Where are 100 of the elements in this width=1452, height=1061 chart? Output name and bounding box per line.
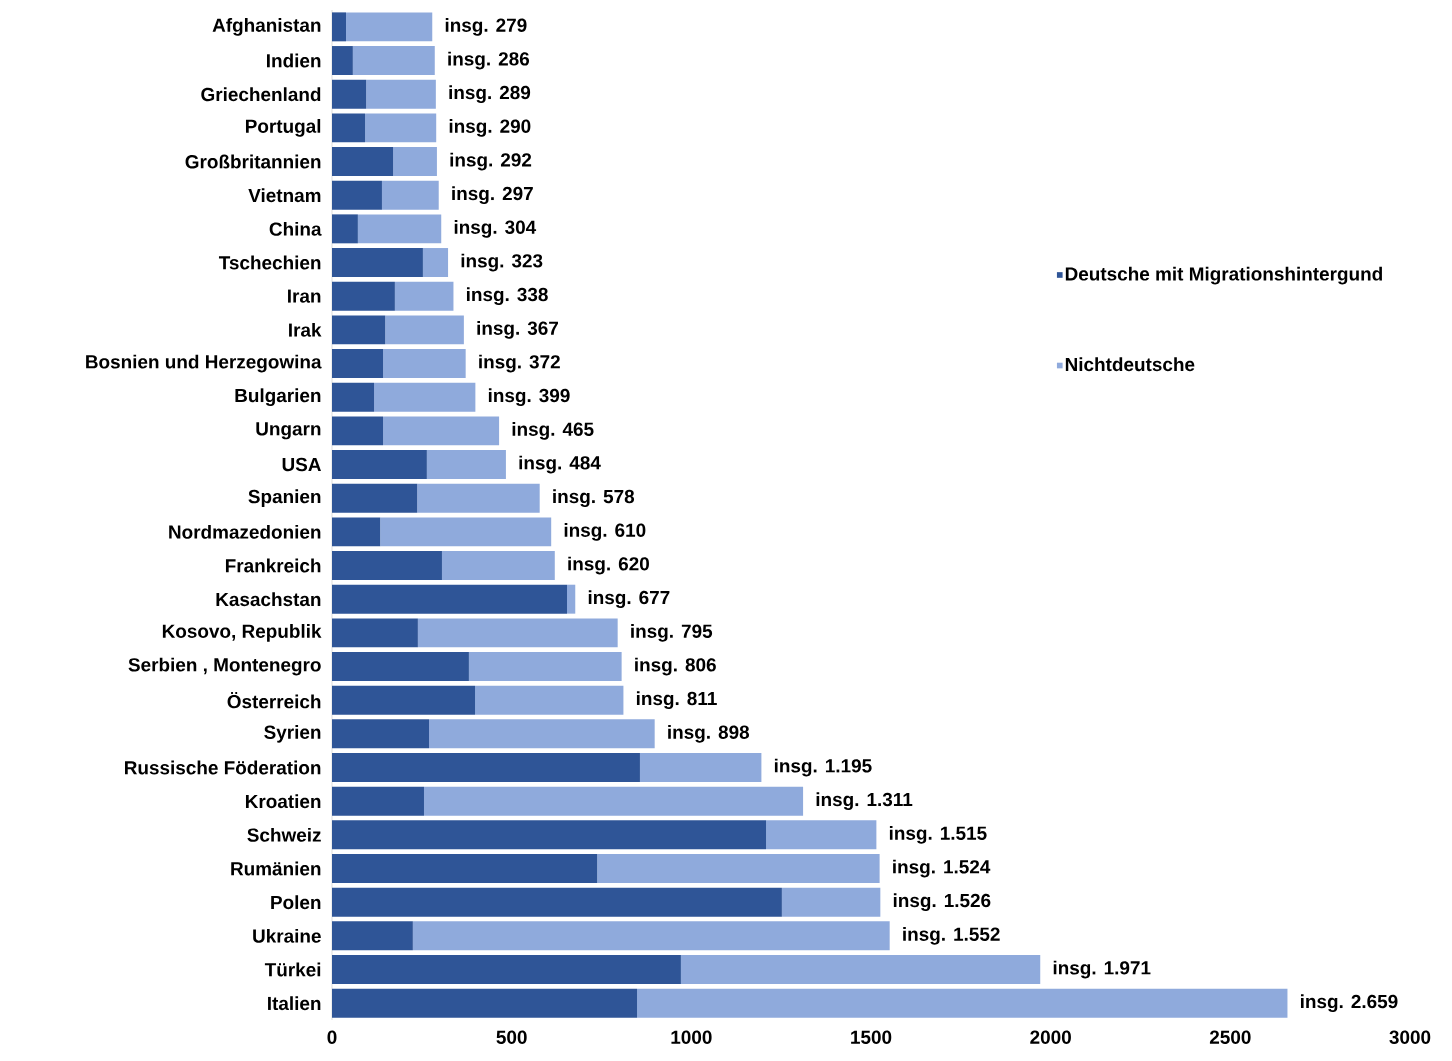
- total-label: insg. 323: [461, 253, 543, 272]
- bar: [366, 79, 436, 109]
- y-tick-label: Kroatien: [245, 794, 321, 809]
- bar: [332, 786, 424, 816]
- bar: [332, 584, 567, 614]
- bar: [781, 887, 881, 917]
- bar: [426, 450, 506, 479]
- y-tick-label: Kasachstan: [216, 592, 321, 607]
- total-label: insg. 811: [636, 691, 717, 710]
- total-label: insg. 286: [448, 51, 530, 70]
- bar: [332, 517, 381, 547]
- bar: [332, 281, 395, 311]
- bar: [332, 315, 386, 345]
- bar: [332, 12, 347, 42]
- bar: [357, 214, 442, 244]
- total-label: insg. 1.515: [889, 825, 987, 844]
- bar: [637, 988, 1288, 1018]
- y-tick-label: Russische Föderation: [125, 760, 321, 775]
- total-label: insg. 677: [588, 590, 670, 609]
- total-label: insg. 1.526: [893, 893, 991, 912]
- x-tick-label: 1000: [671, 1030, 712, 1044]
- x-tick-label: 0: [327, 1030, 337, 1044]
- bar: [423, 786, 804, 816]
- bar: [332, 719, 430, 749]
- total-label: insg. 578: [553, 489, 635, 508]
- bar: [383, 349, 466, 378]
- bar: [332, 46, 353, 75]
- bar: [422, 248, 449, 277]
- total-label: insg. 367: [477, 320, 558, 339]
- total-label: insg. 338: [466, 287, 548, 306]
- bar: [332, 79, 367, 109]
- total-label: insg. 372: [479, 354, 560, 373]
- x-tick-label: 2500: [1209, 1030, 1251, 1044]
- y-tick-label: Italien: [268, 996, 321, 1011]
- bar: [468, 652, 622, 681]
- total-label: insg. 1.311: [816, 792, 913, 811]
- y-tick-label: Indien: [267, 53, 321, 68]
- total-label: insg. 898: [668, 724, 750, 743]
- total-label: insg. 806: [635, 657, 716, 676]
- y-tick-label: Syrien: [264, 725, 321, 743]
- bar: [332, 887, 782, 917]
- bar: [332, 820, 767, 850]
- y-tick-label: Tschechien: [218, 255, 321, 270]
- y-tick-label: Frankreich: [225, 558, 321, 573]
- y-tick-label: Serbien , Montenegro: [128, 657, 321, 676]
- total-label: insg. 1.552: [903, 926, 1000, 945]
- y-tick-label: Kosovo, Republik: [162, 624, 322, 642]
- total-label: insg. 289: [449, 85, 531, 104]
- bar: [567, 584, 576, 614]
- bar: [332, 382, 375, 412]
- bar: [597, 854, 880, 883]
- total-label: insg. 290: [449, 118, 531, 137]
- legend-label: Deutsche mit Migrationshintergund: [1065, 266, 1382, 285]
- bar: [332, 214, 358, 244]
- total-label: insg. 1.195: [774, 758, 872, 777]
- y-tick-label: Türkei: [264, 962, 321, 977]
- y-tick-label: Afghanistan: [212, 17, 321, 36]
- y-tick-label: Österreich: [227, 692, 321, 709]
- y-tick-label: Rumänien: [231, 861, 321, 876]
- bar: [381, 180, 439, 210]
- bar: [441, 551, 555, 580]
- bar: [332, 416, 384, 446]
- bar: [332, 652, 469, 681]
- bar: [332, 854, 598, 883]
- bar: [332, 113, 366, 143]
- y-tick-label: Ukraine: [253, 928, 321, 943]
- bar: [332, 147, 394, 176]
- bar: [417, 483, 540, 513]
- bar: [332, 753, 640, 782]
- bar: [332, 450, 427, 479]
- bar: [332, 921, 413, 951]
- bar: [332, 551, 442, 580]
- y-tick-label: Portugal: [245, 118, 321, 137]
- bar: [352, 46, 435, 75]
- y-tick-label: Ungarn: [256, 422, 321, 440]
- bar: [393, 147, 437, 176]
- bar: [639, 753, 762, 782]
- total-label: insg. 2.659: [1300, 994, 1398, 1013]
- bar: [365, 113, 437, 143]
- bar: [332, 618, 418, 648]
- total-label: insg. 279: [445, 17, 527, 36]
- x-tick-label: 1500: [851, 1030, 892, 1044]
- bar: [680, 955, 1041, 984]
- bar: [475, 685, 624, 715]
- bar: [385, 315, 464, 345]
- bar: [332, 988, 638, 1018]
- bar: [766, 820, 877, 850]
- total-label: insg. 620: [568, 556, 649, 575]
- legend-label: Nichtdeutsche: [1065, 357, 1195, 372]
- bar: [332, 955, 681, 984]
- total-label: insg. 297: [452, 186, 533, 205]
- total-label: insg. 610: [564, 522, 646, 541]
- bar: [429, 719, 655, 749]
- y-tick-label: Vietnam: [248, 188, 321, 203]
- bar: [374, 382, 476, 412]
- x-tick-label: 3000: [1389, 1030, 1431, 1044]
- bar: [380, 517, 552, 547]
- bar: [332, 483, 418, 513]
- y-tick-label: Iran: [288, 289, 321, 303]
- y-tick-label: Schweiz: [247, 827, 321, 842]
